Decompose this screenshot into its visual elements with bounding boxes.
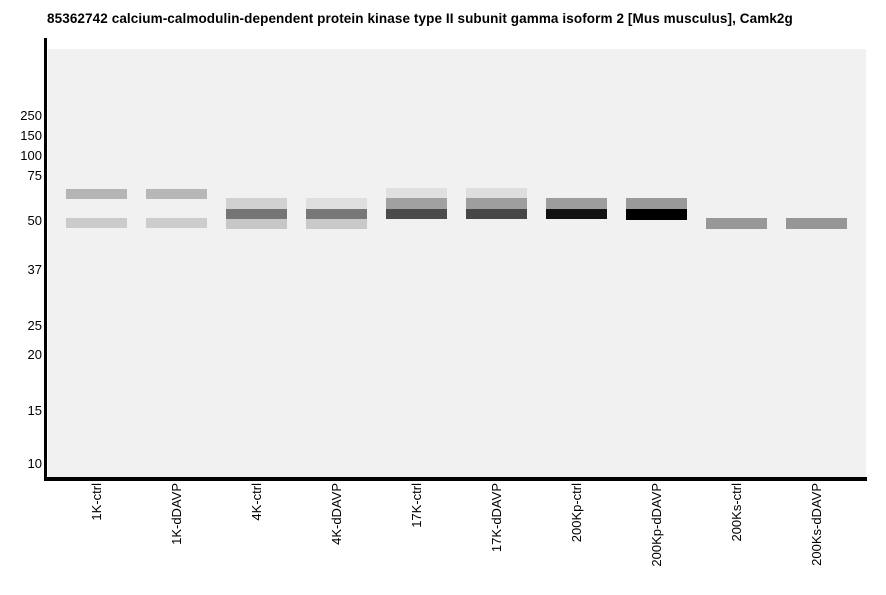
x-axis-lane-label: 1K-dDAVP	[168, 483, 184, 545]
blot-band	[66, 189, 127, 200]
blot-band	[66, 217, 127, 229]
blot-band	[466, 198, 527, 209]
blot-band	[706, 218, 767, 229]
blot-band	[546, 198, 607, 209]
blot-band	[146, 217, 207, 229]
blot-band	[466, 188, 527, 199]
blot-band	[386, 198, 447, 209]
y-axis-tick-label: 20	[27, 347, 42, 362]
figure-title: 85362742 calcium-calmodulin-dependent pr…	[47, 11, 793, 26]
y-axis-line	[44, 38, 47, 481]
y-axis-tick-label: 50	[27, 213, 42, 228]
y-axis-tick-label: 100	[20, 148, 42, 163]
y-axis-tick-label: 250	[20, 108, 42, 123]
blot-band	[226, 218, 287, 229]
y-axis-tick-label: 75	[27, 168, 42, 183]
x-axis-lane-label: 1K-ctrl	[88, 483, 104, 521]
blot-band	[546, 208, 607, 220]
x-axis-lane-label: 4K-ctrl	[248, 483, 264, 521]
blot-band	[386, 188, 447, 199]
y-axis-tick-label: 37	[27, 262, 42, 277]
blot-band	[466, 208, 527, 219]
x-axis-line	[44, 477, 867, 481]
x-axis-lane-label: 200Ks-ctrl	[728, 483, 744, 542]
blot-band	[306, 218, 367, 229]
x-axis-lane-label: 17K-ctrl	[408, 483, 424, 528]
x-axis-lane-label: 200Ks-dDAVP	[808, 483, 824, 566]
y-axis-tick-label: 10	[27, 456, 42, 471]
x-axis-lane-label: 200Kp-dDAVP	[648, 483, 664, 567]
blot-band	[626, 208, 687, 220]
blot-band	[306, 208, 367, 219]
blot-band	[786, 218, 847, 229]
blot-band	[146, 189, 207, 200]
blot-band	[386, 208, 447, 219]
x-axis-lane-label: 200Kp-ctrl	[568, 483, 584, 543]
y-axis-tick-label: 15	[27, 403, 42, 418]
x-axis-lane-label: 17K-dDAVP	[488, 483, 504, 553]
plot-area	[48, 49, 866, 477]
blot-band	[226, 198, 287, 209]
blot-band	[226, 208, 287, 219]
y-axis-tick-label: 25	[27, 318, 42, 333]
blot-band	[306, 198, 367, 209]
x-axis-lane-label: 4K-dDAVP	[328, 483, 344, 545]
blot-band	[626, 198, 687, 209]
y-axis-tick-label: 150	[20, 128, 42, 143]
